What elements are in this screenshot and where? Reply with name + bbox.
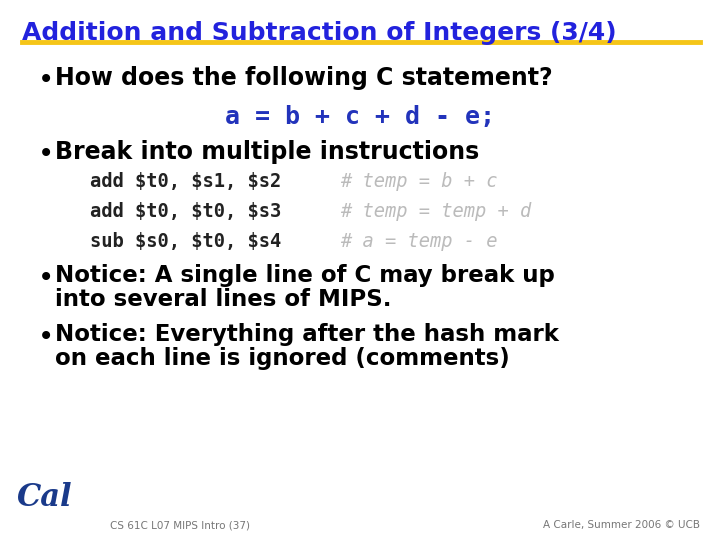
- Text: A Carle, Summer 2006 © UCB: A Carle, Summer 2006 © UCB: [543, 520, 700, 530]
- Text: Cal: Cal: [17, 483, 73, 514]
- Text: How does the following C statement?: How does the following C statement?: [55, 66, 553, 90]
- Text: Break into multiple instructions: Break into multiple instructions: [55, 140, 480, 164]
- Text: Addition and Subtraction of Integers (3/4): Addition and Subtraction of Integers (3/…: [22, 21, 616, 45]
- Text: # temp = b + c: # temp = b + c: [340, 172, 498, 191]
- Text: •: •: [38, 264, 54, 292]
- Text: •: •: [38, 323, 54, 351]
- Text: on each line is ignored (comments): on each line is ignored (comments): [55, 347, 510, 370]
- Text: # a = temp - e: # a = temp - e: [340, 232, 498, 251]
- Text: add $t0, $s1, $s2: add $t0, $s1, $s2: [90, 172, 282, 191]
- Text: Notice: A single line of C may break up: Notice: A single line of C may break up: [55, 264, 555, 287]
- Text: into several lines of MIPS.: into several lines of MIPS.: [55, 288, 392, 311]
- Text: CS 61C L07 MIPS Intro (37): CS 61C L07 MIPS Intro (37): [110, 520, 250, 530]
- Text: # temp = temp + d: # temp = temp + d: [340, 202, 531, 221]
- Text: •: •: [38, 140, 54, 168]
- Text: sub $s0, $t0, $s4: sub $s0, $t0, $s4: [90, 232, 282, 251]
- Text: add $t0, $t0, $s3: add $t0, $t0, $s3: [90, 202, 282, 221]
- Text: a = b + c + d - e;: a = b + c + d - e;: [225, 105, 495, 129]
- Text: •: •: [38, 66, 54, 94]
- Text: Notice: Everything after the hash mark: Notice: Everything after the hash mark: [55, 323, 559, 346]
